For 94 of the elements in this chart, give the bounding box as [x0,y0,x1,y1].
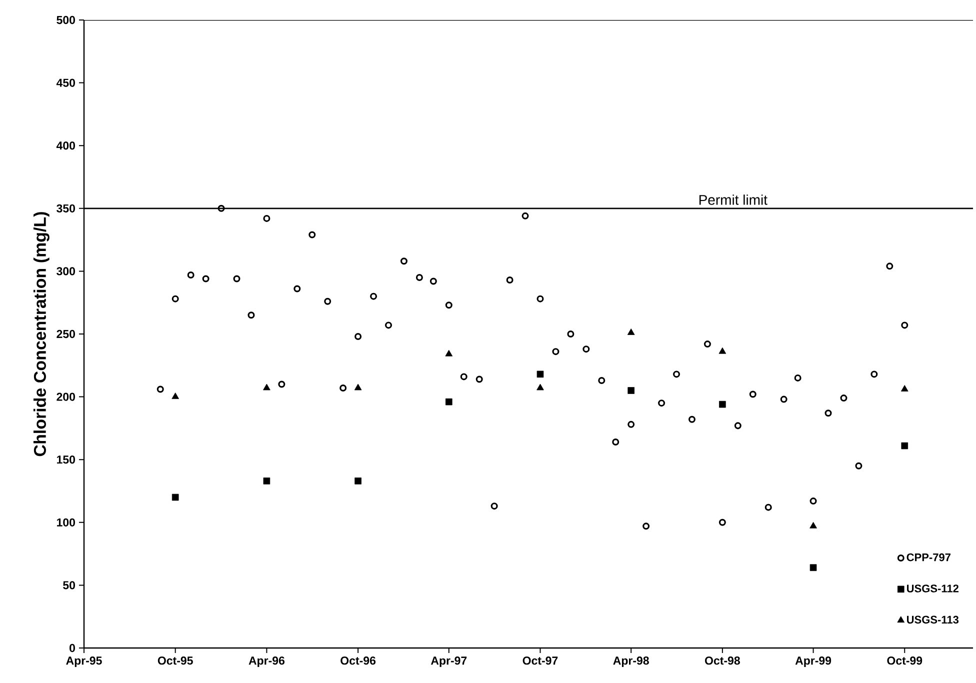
point [673,370,680,378]
point [688,416,696,423]
point [719,400,726,408]
point [354,333,362,340]
point [400,258,408,265]
point [156,386,164,393]
point [870,370,878,378]
point [734,422,742,430]
legend-label: USGS-112 [907,584,958,592]
point [324,298,332,305]
point [263,214,270,222]
point [840,394,848,402]
point [522,212,529,220]
point [536,295,544,302]
point [704,340,711,348]
point [536,370,544,378]
y-tick-label: 300 [56,267,75,276]
point [901,322,908,329]
point [718,518,726,526]
point [202,275,210,282]
point [460,373,468,380]
x-tick-label: Oct-97 [522,656,558,665]
y-tick-label: 150 [57,456,75,464]
point [354,384,362,390]
point [628,387,634,394]
y-tick-label: 450 [56,78,75,87]
x-tick-label: Oct-99 [887,656,922,665]
point [567,330,574,338]
point [308,231,316,238]
y-tick-label: 50 [63,581,75,590]
point [490,502,498,510]
y-tick-label: 400 [56,142,75,150]
point [612,438,620,446]
point [233,275,240,282]
y-tick-label: 0 [70,644,76,652]
point [810,564,817,572]
point [340,384,347,392]
point [476,376,483,383]
point [810,498,817,505]
y-tick-label: 200 [56,392,75,401]
point [172,392,180,399]
point [764,504,772,511]
point [582,346,590,353]
x-tick-label: Apr-96 [248,656,284,667]
point [598,376,606,384]
point [278,380,286,388]
point [794,374,802,382]
point [384,322,392,329]
point [886,262,894,270]
point [658,400,666,407]
point [263,478,270,484]
point [552,348,560,356]
point [628,420,635,428]
point [218,204,225,212]
point [294,285,301,292]
point [187,271,194,278]
y-axis-title: Chloride Concentration (mg/L) [34,212,50,456]
point [416,274,423,281]
ref-line-label: Permit limit [699,194,768,205]
point [627,328,635,335]
point [370,292,378,300]
point [445,302,452,309]
legend-label: USGS-113 [907,616,959,624]
point [718,347,726,354]
point [855,462,862,470]
point [642,522,650,530]
x-tick-label: Apr-99 [795,656,832,667]
point [445,398,452,406]
point [824,410,832,417]
point [780,396,788,403]
x-tick-label: Apr-95 [66,656,102,667]
legend-label: CPP-797 [906,553,950,562]
x-tick-label: Oct-98 [705,656,740,665]
x-tick-label: Oct-95 [158,656,193,665]
point [172,494,179,501]
y-tick-label: 250 [56,330,75,338]
point [901,442,908,450]
point [445,350,453,356]
x-tick-label: Apr-98 [613,656,649,667]
x-tick-label: Oct-96 [340,656,376,665]
point [506,276,514,284]
point [810,522,817,528]
point [900,385,908,392]
point [536,384,544,390]
y-tick-label: 350 [56,204,75,212]
y-tick-label: 500 [56,16,75,24]
x-tick-label: Apr-97 [430,656,467,667]
point [263,384,270,390]
point [430,278,437,285]
point [248,312,255,319]
point [749,390,756,398]
y-tick-label: 100 [57,518,75,526]
point [172,295,179,302]
point [354,478,362,484]
